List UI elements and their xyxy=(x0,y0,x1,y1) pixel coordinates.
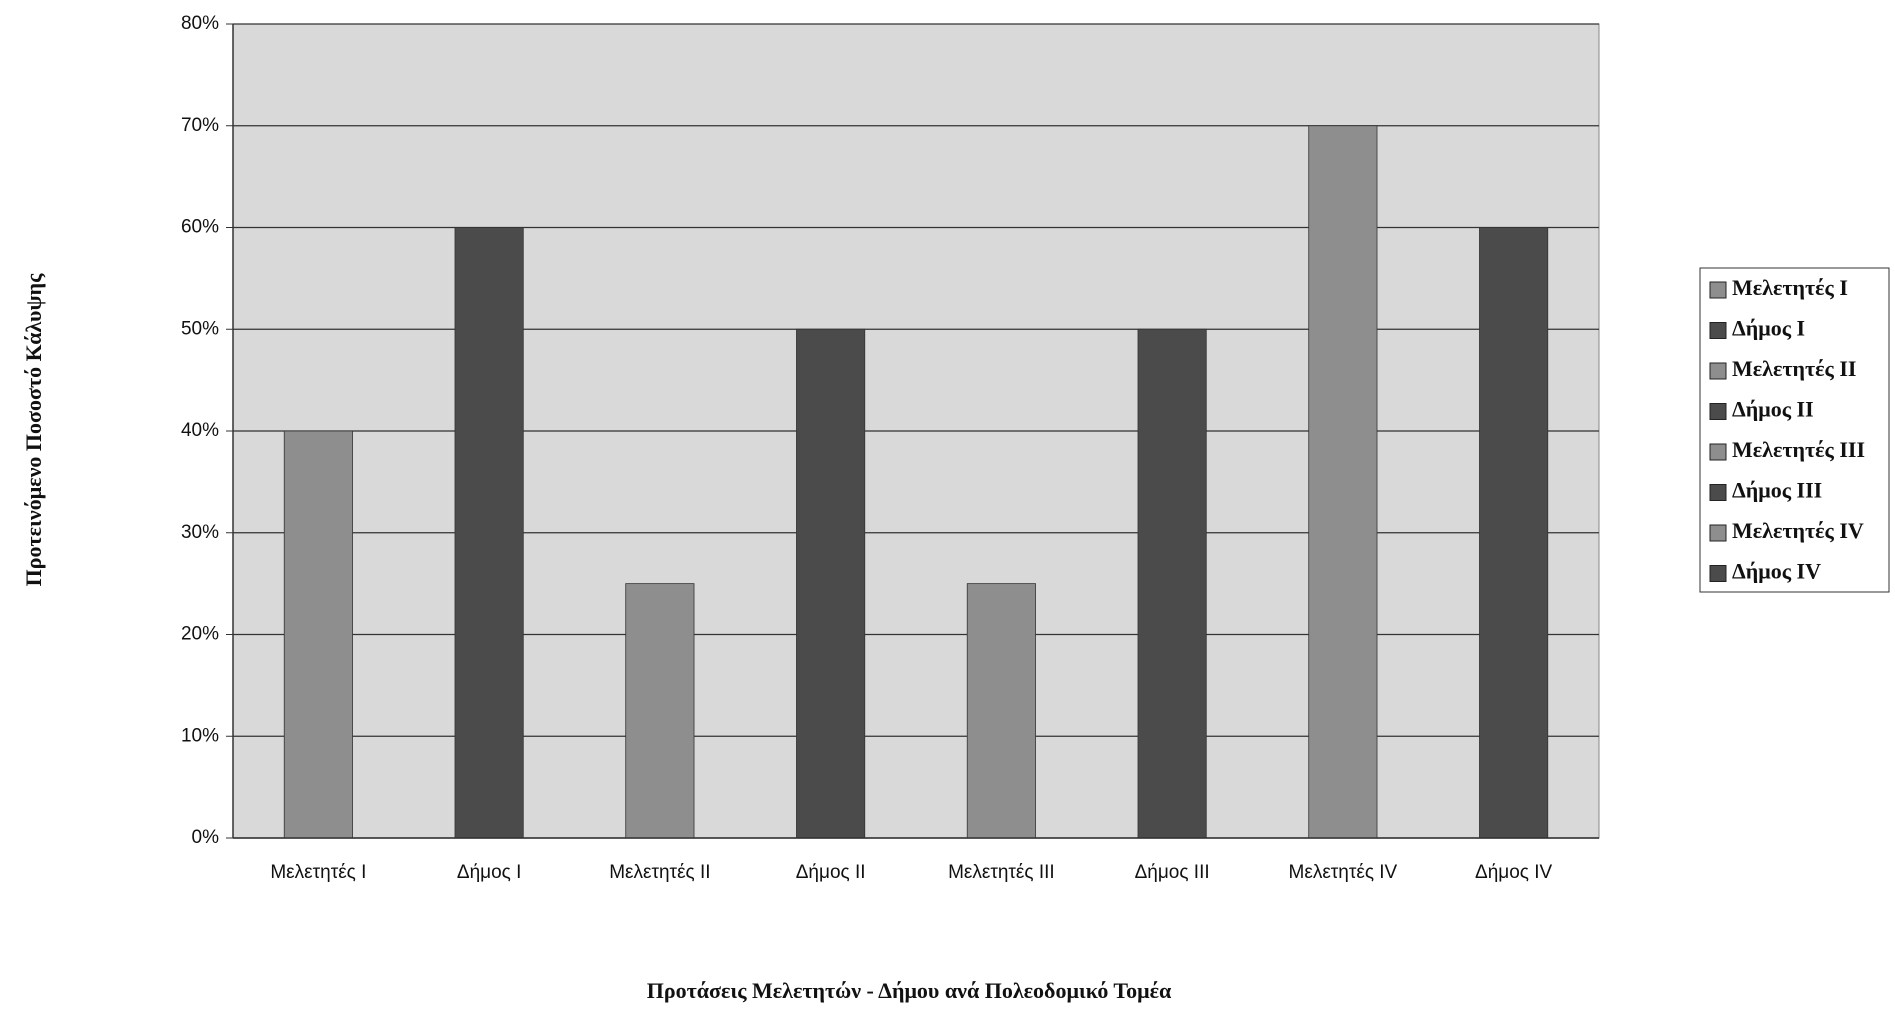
legend-swatch xyxy=(1709,281,1727,299)
x-tick-label: Μελετητές ΙΙ xyxy=(609,862,710,883)
legend-swatch xyxy=(1709,403,1727,420)
legend-swatch xyxy=(1709,484,1727,501)
y-tick-label: 40% xyxy=(181,420,219,441)
bar xyxy=(966,583,1036,839)
y-tick-label: 70% xyxy=(181,115,219,136)
legend-swatch xyxy=(1709,443,1727,461)
x-tick-label: Μελετητές ΙΙΙ xyxy=(948,862,1055,883)
legend-label: Δήμος ΙΙ xyxy=(1732,397,1814,422)
legend-label: Δήμος Ι xyxy=(1732,316,1805,341)
legend-label: Μελετητές ΙV xyxy=(1732,518,1864,543)
legend-label: Μελετητές ΙΙ xyxy=(1732,356,1856,381)
x-tick-label: Δήμος Ι xyxy=(457,862,522,883)
bar xyxy=(1479,227,1549,839)
y-tick-label: 60% xyxy=(181,217,219,238)
x-tick-label: Μελετητές ΙV xyxy=(1289,862,1398,883)
y-tick-label: 50% xyxy=(181,318,219,339)
bar xyxy=(625,583,695,839)
legend-label: Μελετητές ΙΙΙ xyxy=(1732,437,1865,462)
y-axis-title: Προτεινόμενο Ποσοστό Κάλυψης xyxy=(21,273,46,586)
x-tick-label: Δήμος ΙΙΙ xyxy=(1135,862,1210,883)
y-tick-label: 30% xyxy=(181,522,219,543)
bar xyxy=(283,430,353,839)
y-tick-label: 0% xyxy=(192,827,220,848)
bar xyxy=(1308,125,1378,839)
legend xyxy=(1699,267,1890,593)
bar xyxy=(1137,328,1207,839)
y-tick-label: 80% xyxy=(181,13,219,34)
bar xyxy=(796,328,866,839)
y-tick-label: 10% xyxy=(181,725,219,746)
x-axis-title: Προτάσεις Μελετητών - Δήμου ανά Πολεοδομ… xyxy=(647,978,1172,1003)
y-tick-label: 20% xyxy=(181,624,219,645)
bar xyxy=(454,227,524,839)
legend-label: Δήμος ΙV xyxy=(1732,559,1821,584)
legend-swatch xyxy=(1709,565,1727,582)
legend-swatch xyxy=(1709,362,1727,380)
legend-label: Μελετητές Ι xyxy=(1732,275,1848,300)
legend-swatch xyxy=(1709,524,1727,542)
x-tick-label: Μελετητές Ι xyxy=(270,862,366,883)
x-tick-label: Δήμος ΙΙ xyxy=(796,862,866,883)
legend-swatch xyxy=(1709,322,1727,339)
legend-label: Δήμος ΙΙΙ xyxy=(1732,478,1822,503)
x-tick-label: Δήμος ΙV xyxy=(1475,862,1552,883)
